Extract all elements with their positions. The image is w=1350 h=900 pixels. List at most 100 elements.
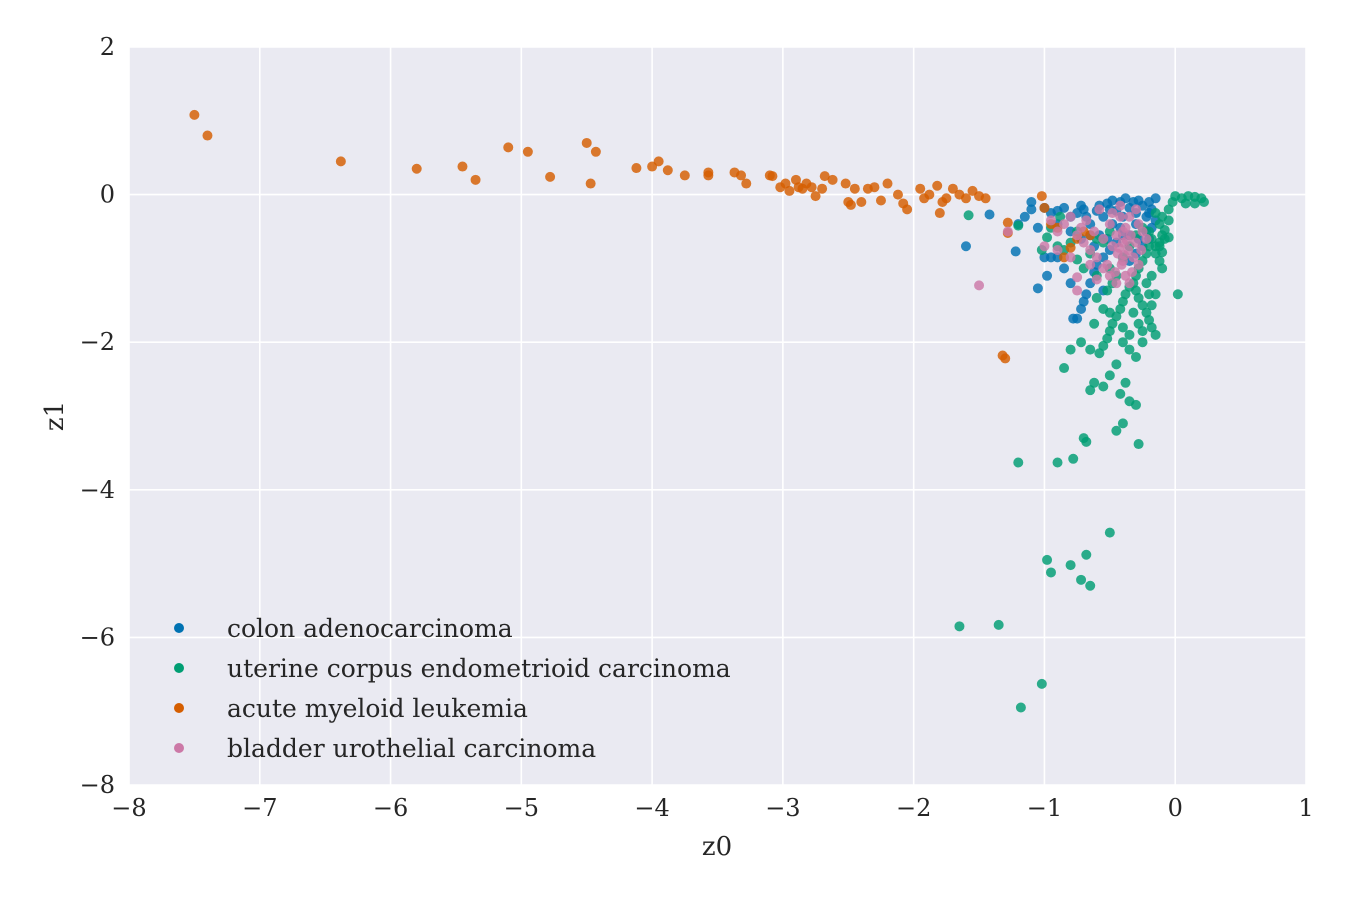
- data-point: [1137, 226, 1148, 237]
- data-point: [1076, 337, 1087, 348]
- data-point: [1130, 351, 1141, 362]
- data-point: [1120, 193, 1131, 204]
- data-point: [1059, 363, 1070, 374]
- data-point: [1117, 337, 1128, 348]
- data-point: [1094, 348, 1105, 359]
- data-point: [1113, 242, 1124, 253]
- data-point: [856, 196, 867, 207]
- data-point: [1133, 318, 1144, 329]
- legend-label: bladder urothelial carcinoma: [227, 734, 596, 763]
- data-point: [189, 109, 200, 120]
- data-point: [503, 142, 514, 153]
- data-point: [849, 183, 860, 194]
- data-point: [869, 182, 880, 193]
- data-point: [1130, 237, 1141, 248]
- data-point: [1146, 270, 1157, 281]
- data-point: [1111, 359, 1122, 370]
- data-point: [545, 171, 556, 182]
- data-point: [1111, 278, 1122, 289]
- data-point: [1172, 289, 1183, 300]
- data-point: [741, 178, 752, 189]
- data-point: [1055, 211, 1066, 222]
- data-point: [1076, 222, 1087, 233]
- data-point: [1000, 353, 1011, 364]
- data-point: [590, 146, 601, 157]
- y-tick-label: 2: [100, 33, 115, 61]
- data-point: [1133, 439, 1144, 450]
- data-point: [1146, 300, 1157, 311]
- data-point: [1141, 233, 1152, 244]
- y-tick-labels: −8 −6 −4 −2 0 2: [80, 33, 115, 799]
- data-point: [1089, 226, 1100, 237]
- data-point: [1002, 217, 1013, 228]
- y-tick-label: −2: [80, 328, 115, 356]
- data-point: [1141, 278, 1152, 289]
- data-point: [1091, 292, 1102, 303]
- data-point: [522, 146, 533, 157]
- data-point: [1059, 219, 1070, 230]
- data-point: [1013, 220, 1024, 231]
- data-point: [1085, 385, 1096, 396]
- data-point: [1098, 381, 1109, 392]
- data-point: [934, 208, 945, 219]
- data-point: [963, 210, 974, 221]
- y-tick-label: 0: [100, 181, 115, 209]
- data-point: [1163, 204, 1174, 215]
- data-point: [993, 619, 1004, 630]
- data-point: [960, 241, 971, 252]
- data-point: [1128, 307, 1139, 318]
- data-point: [1091, 274, 1102, 285]
- data-point: [1042, 232, 1053, 243]
- data-point: [845, 199, 856, 210]
- data-point: [457, 161, 468, 172]
- data-point: [1098, 233, 1109, 244]
- data-point: [1068, 313, 1079, 324]
- data-point: [1098, 263, 1109, 274]
- data-point: [1104, 270, 1115, 281]
- data-point: [1085, 244, 1096, 255]
- data-point: [1115, 388, 1126, 399]
- data-point: [810, 191, 821, 202]
- data-point: [1015, 702, 1026, 713]
- data-point: [1115, 200, 1126, 211]
- data-point: [1124, 278, 1135, 289]
- x-axis-label: z0: [702, 832, 732, 862]
- data-point: [1010, 246, 1021, 257]
- data-point: [1032, 222, 1043, 233]
- data-point: [1128, 252, 1139, 263]
- data-point: [1098, 340, 1109, 351]
- data-point: [1180, 198, 1191, 209]
- data-point: [653, 156, 664, 167]
- data-point: [1127, 267, 1138, 278]
- data-point: [1144, 289, 1155, 300]
- data-point: [767, 171, 778, 182]
- data-point: [1072, 285, 1083, 296]
- data-point: [1065, 278, 1076, 289]
- data-point: [662, 165, 673, 176]
- data-point: [1068, 453, 1079, 464]
- data-point: [1039, 241, 1050, 252]
- data-point: [736, 170, 747, 181]
- x-tick-label: −8: [111, 794, 146, 822]
- data-point: [703, 167, 714, 178]
- x-tick-label: −5: [504, 794, 539, 822]
- data-point: [932, 180, 943, 191]
- data-point: [1032, 283, 1043, 294]
- legend: colon adenocarcinoma uterine corpus endom…: [174, 614, 731, 763]
- y-tick-label: −6: [80, 623, 115, 651]
- data-point: [411, 163, 422, 174]
- data-point: [941, 193, 952, 204]
- data-point: [1013, 457, 1024, 468]
- data-point: [1091, 252, 1102, 263]
- data-point: [1115, 211, 1126, 222]
- data-point: [1159, 225, 1170, 236]
- x-tick-label: −3: [765, 794, 800, 822]
- data-point: [1104, 307, 1115, 318]
- data-point: [1081, 549, 1092, 560]
- data-point: [1150, 329, 1161, 340]
- data-point: [631, 163, 642, 174]
- y-tick-label: −8: [80, 771, 115, 799]
- data-point: [1059, 202, 1070, 213]
- data-point: [1133, 259, 1144, 270]
- data-point: [1042, 270, 1053, 281]
